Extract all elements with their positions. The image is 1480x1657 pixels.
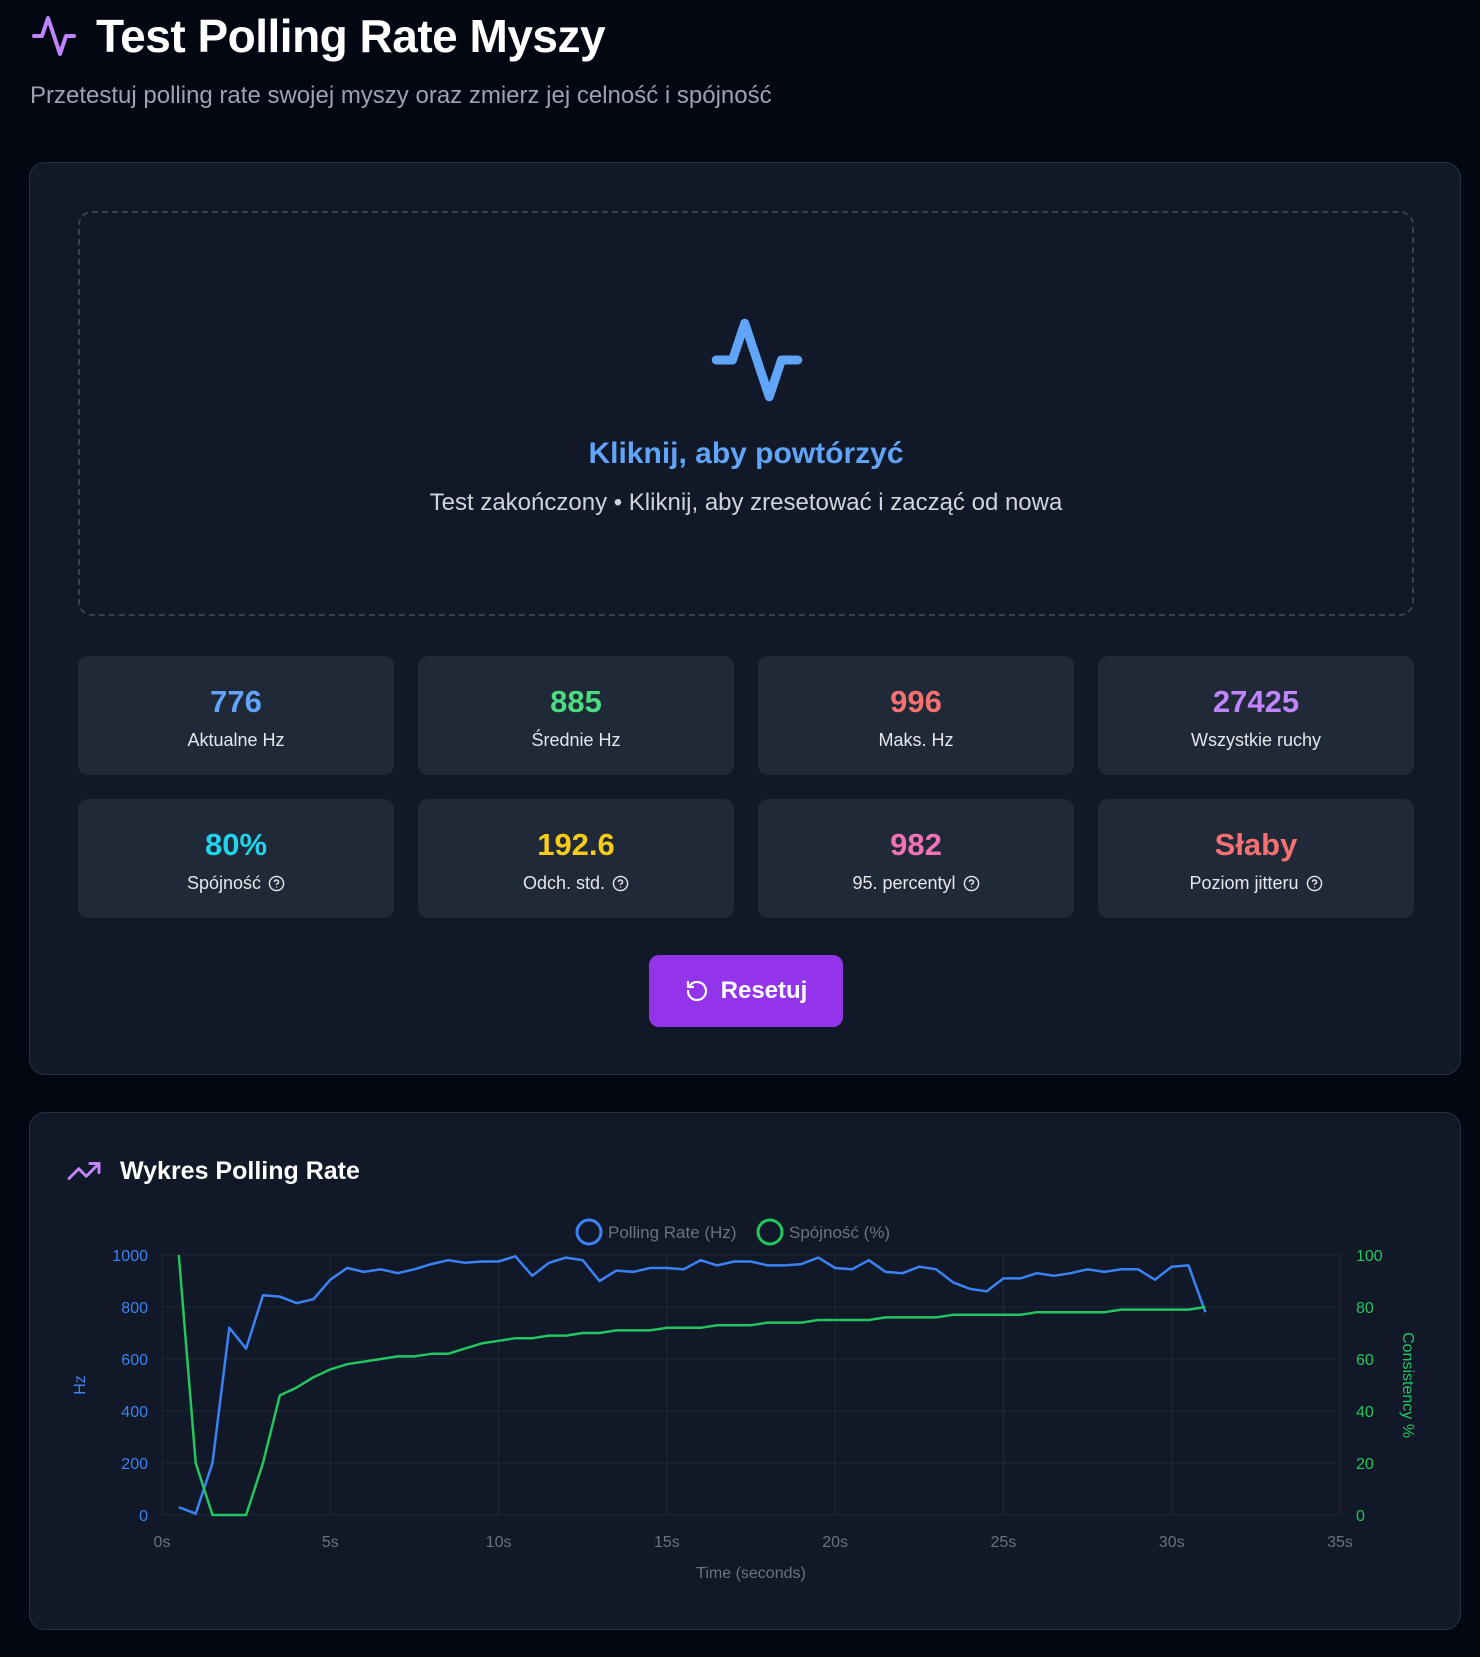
stat-label-row: Aktualne Hz (78, 730, 394, 751)
stat-card: 885 Średnie Hz (418, 656, 734, 775)
stat-label-row: 95. percentyl (758, 873, 1074, 894)
legend-label: Spójność (%) (789, 1223, 890, 1242)
x-tick-label: 35s (1327, 1534, 1353, 1551)
stat-label: Wszystkie ruchy (1190, 730, 1322, 750)
series-line-consistency (177, 1254, 1206, 1517)
stat-label: Maks. Hz (878, 730, 954, 750)
stat-value: 996 (890, 684, 942, 719)
activity-icon (32, 16, 76, 56)
stat-value: 776 (210, 684, 262, 719)
stat-label-row: Średnie Hz (418, 730, 734, 751)
stat-label-row: Maks. Hz (758, 730, 1074, 751)
y-left-tick-label: 600 (121, 1352, 148, 1369)
trending-up-icon (67, 1162, 101, 1180)
stat-card: 982 95. percentyl (758, 799, 1074, 918)
x-tick-label: 5s (322, 1534, 339, 1551)
y-right-tick-label: 40 (1356, 1404, 1374, 1421)
stat-card: 80% Spójność (78, 799, 394, 918)
stat-value: Słaby (1214, 827, 1298, 862)
stat-value: 982 (890, 827, 942, 862)
chart-header: Wykres Polling Rate (66, 1153, 360, 1189)
y-right-tick-label: 60 (1356, 1352, 1374, 1369)
stat-label-row: Odch. std. (418, 873, 734, 894)
x-tick-label: 15s (654, 1534, 680, 1551)
help-icon[interactable] (963, 875, 980, 892)
page-title: Test Polling Rate Myszy (96, 10, 606, 62)
stat-card: 776 Aktualne Hz (78, 656, 394, 775)
y-right-tick-label: 20 (1356, 1456, 1374, 1473)
stat-card: 192.6 Odch. std. (418, 799, 734, 918)
reset-button[interactable]: Resetuj (649, 955, 843, 1027)
page-subtitle: Przetestuj polling rate swojej myszy ora… (30, 82, 772, 109)
y-right-tick-label: 100 (1356, 1248, 1383, 1265)
legend-marker (756, 1218, 784, 1246)
stat-card: Słaby Poziom jitteru (1098, 799, 1414, 918)
y-right-tick-label: 0 (1356, 1508, 1365, 1525)
y-left-tick-label: 200 (121, 1456, 148, 1473)
y-right-axis-title: Consistency % (1399, 1332, 1416, 1438)
test-area-title: Kliknij, aby powtórzyć (588, 437, 904, 470)
stat-label: Spójność (186, 873, 262, 893)
stat-label: Poziom jitteru (1189, 873, 1299, 893)
x-tick-label: 0s (154, 1534, 171, 1551)
reset-button-label: Resetuj (720, 977, 808, 1004)
stat-value: 885 (550, 684, 602, 719)
reset-icon (686, 980, 707, 1002)
stat-label: 95. percentyl (852, 873, 956, 893)
page-header: Test Polling Rate Myszy Przetestuj polli… (30, 8, 772, 110)
test-panel: Kliknij, aby powtórzyć Test zakończony •… (29, 162, 1461, 1075)
activity-icon (711, 318, 803, 402)
x-tick-label: 20s (822, 1534, 848, 1551)
y-left-tick-label: 400 (121, 1404, 148, 1421)
help-icon[interactable] (268, 875, 285, 892)
stat-label: Aktualne Hz (187, 730, 285, 750)
y-left-tick-label: 0 (139, 1508, 148, 1525)
x-tick-label: 30s (1159, 1534, 1185, 1551)
y-left-tick-label: 1000 (112, 1248, 148, 1265)
stat-value: 27425 (1212, 684, 1300, 719)
stat-label-row: Wszystkie ruchy (1098, 730, 1414, 751)
legend-marker (575, 1218, 603, 1246)
legend-label: Polling Rate (Hz) (608, 1223, 737, 1242)
x-tick-label: 10s (486, 1534, 512, 1551)
test-area-subtitle: Test zakończony • Kliknij, aby zresetowa… (429, 489, 1063, 516)
test-area[interactable]: Kliknij, aby powtórzyć Test zakończony •… (78, 211, 1414, 616)
help-icon[interactable] (1306, 875, 1323, 892)
help-icon[interactable] (612, 875, 629, 892)
y-right-tick-label: 80 (1356, 1300, 1374, 1317)
stat-value: 192.6 (537, 827, 615, 862)
chart-title: Wykres Polling Rate (120, 1156, 360, 1185)
stat-label-row: Spójność (78, 873, 394, 894)
stat-card: 27425 Wszystkie ruchy (1098, 656, 1414, 775)
stat-card: 996 Maks. Hz (758, 656, 1074, 775)
stat-label: Średnie Hz (531, 730, 621, 750)
x-axis-title: Time (seconds) (696, 1565, 806, 1582)
chart-panel: Wykres Polling Rate 0 200 400 600 800 1000 0 20… (29, 1112, 1461, 1630)
stat-value: 80% (204, 827, 268, 862)
series-line-polling-rate (178, 1255, 1207, 1515)
x-tick-label: 25s (991, 1534, 1017, 1551)
y-left-tick-label: 800 (121, 1300, 148, 1317)
y-left-axis-title: Hz (72, 1375, 89, 1395)
stat-label: Odch. std. (522, 873, 606, 893)
polling-rate-chart: 0 200 400 600 800 1000 0 20 40 60 80 100 0s 5s 10s 15s 2… (72, 1218, 1416, 1582)
stat-label-row: Poziom jitteru (1098, 873, 1414, 894)
